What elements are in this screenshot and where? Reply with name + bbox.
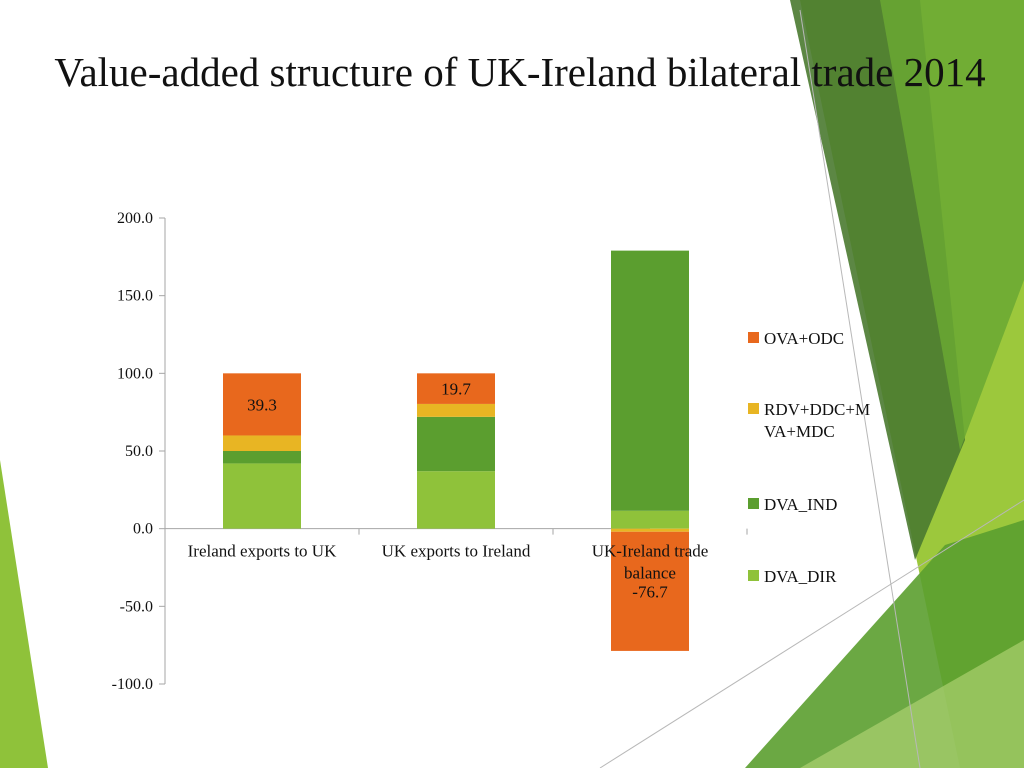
legend-label: VA+MDC xyxy=(764,422,835,441)
decor-thin-line-2 xyxy=(599,499,1024,768)
legend-label: DVA_IND xyxy=(764,495,837,514)
y-tick-label: -50.0 xyxy=(120,598,153,615)
bar-segment xyxy=(611,531,689,651)
legend-label: RDV+DDC+M xyxy=(764,400,870,419)
bar-segment xyxy=(417,373,495,404)
decor-thin-line-1 xyxy=(799,9,921,768)
bar-segment xyxy=(611,510,689,529)
bar-segment xyxy=(417,416,495,472)
legend-swatch xyxy=(748,332,759,343)
bar-segment xyxy=(417,403,495,417)
y-tick-label: 150.0 xyxy=(117,288,153,305)
x-category-label: Ireland exports to UK xyxy=(188,542,337,561)
data-label: 39.3 xyxy=(247,395,277,414)
legend-swatch xyxy=(748,403,759,414)
bar-segment xyxy=(223,451,301,464)
chart-title: Value-added structure of UK-Ireland bila… xyxy=(54,49,986,95)
bar-segment xyxy=(611,528,689,532)
y-tick-label: 200.0 xyxy=(117,210,153,227)
y-tick-label: 50.0 xyxy=(125,443,153,460)
y-tick-label: -100.0 xyxy=(112,676,153,693)
data-label: 19.7 xyxy=(441,380,471,399)
bar-segment xyxy=(223,463,301,529)
x-category-label: UK-Ireland trade xyxy=(592,542,709,561)
bar-segment xyxy=(611,250,689,511)
legend-label: OVA+ODC xyxy=(764,329,844,348)
decor-bottom-pale-shard xyxy=(800,640,1024,768)
decor-left-green-shard xyxy=(0,460,48,768)
bar-segment xyxy=(417,471,495,529)
y-tick-label: 100.0 xyxy=(117,365,153,382)
bar-segment xyxy=(223,373,301,436)
x-category-label: UK exports to Ireland xyxy=(382,542,531,561)
data-label: -76.7 xyxy=(632,582,668,601)
bar-segment xyxy=(223,435,301,451)
legend-label: DVA_DIR xyxy=(764,567,837,586)
decor-right-mid-shard xyxy=(880,0,1024,450)
x-category-label: balance xyxy=(624,564,676,583)
legend-swatch xyxy=(748,498,759,509)
y-tick-label: 0.0 xyxy=(133,521,153,538)
legend-swatch xyxy=(748,570,759,581)
